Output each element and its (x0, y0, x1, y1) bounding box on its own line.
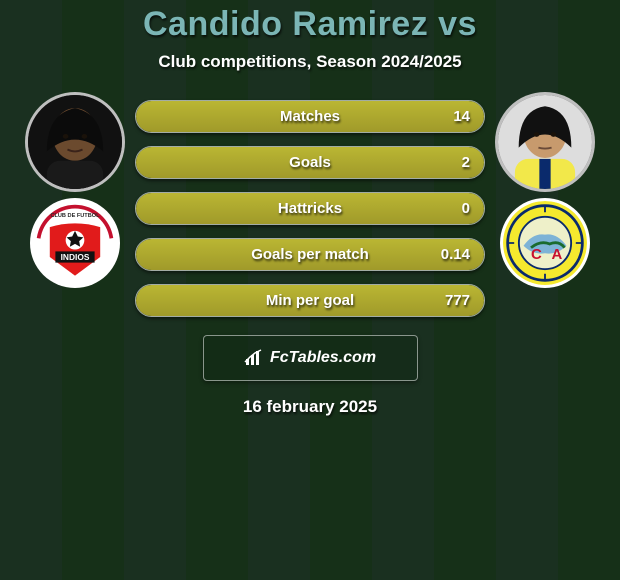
chart-icon (244, 349, 264, 367)
svg-text:C: C (531, 246, 542, 263)
stats-bars: Matches 14 Goals 2 Hattricks 0 Goals per… (135, 92, 485, 317)
subtitle: Club competitions, Season 2024/2025 (0, 52, 620, 72)
stat-value: 2 (462, 147, 470, 178)
player-left-avatar (25, 92, 125, 192)
player-right-column: C A (495, 92, 595, 288)
player-right-club-logo: C A (500, 198, 590, 288)
date-text: 16 february 2025 (0, 397, 620, 417)
stat-value: 777 (445, 285, 470, 316)
source-badge: FcTables.com (203, 335, 418, 381)
stat-label: Goals per match (136, 239, 484, 270)
badge-text: FcTables.com (270, 349, 376, 367)
stat-label: Matches (136, 101, 484, 132)
stat-bar-matches: Matches 14 (135, 100, 485, 133)
svg-text:A: A (552, 246, 563, 263)
stat-value: 0.14 (441, 239, 470, 270)
stat-label: Min per goal (136, 285, 484, 316)
stat-bar-goals: Goals 2 (135, 146, 485, 179)
stat-bar-hattricks: Hattricks 0 (135, 192, 485, 225)
stat-label: Goals (136, 147, 484, 178)
stat-label: Hattricks (136, 193, 484, 224)
svg-text:CLUB DE FUTBOL: CLUB DE FUTBOL (50, 213, 100, 219)
player-left-club-logo: CLUB DE FUTBOL INDIOS (30, 198, 120, 288)
stat-value: 0 (462, 193, 470, 224)
stat-bar-goals-per-match: Goals per match 0.14 (135, 238, 485, 271)
player-left-column: CLUB DE FUTBOL INDIOS (25, 92, 125, 288)
stat-value: 14 (453, 101, 470, 132)
page-title: Candido Ramirez vs (0, 5, 620, 44)
stat-bar-min-per-goal: Min per goal 777 (135, 284, 485, 317)
svg-text:INDIOS: INDIOS (61, 252, 90, 262)
player-right-avatar (495, 92, 595, 192)
